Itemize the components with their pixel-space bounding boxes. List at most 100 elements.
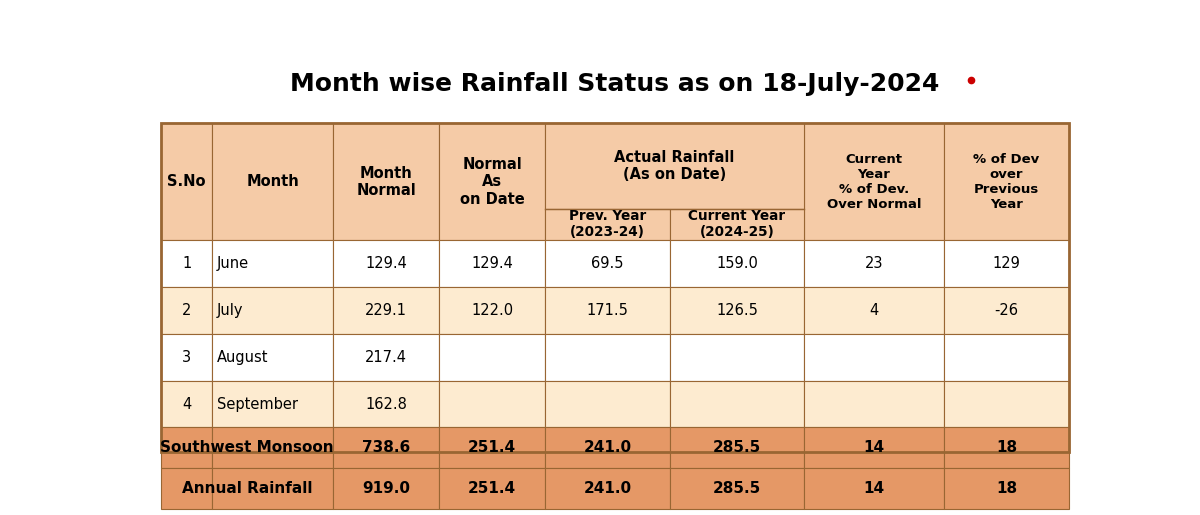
Text: September: September: [217, 397, 298, 411]
Text: 129.4: 129.4: [365, 256, 407, 271]
Bar: [161, 123, 212, 240]
Text: 122.0: 122.0: [472, 303, 514, 318]
Text: Actual Rainfall
(As on Date): Actual Rainfall (As on Date): [614, 150, 734, 182]
Bar: [212, 381, 334, 427]
Text: 1: 1: [182, 256, 191, 271]
Text: Prev. Year
(2023-24): Prev. Year (2023-24): [569, 209, 646, 239]
Text: 251.4: 251.4: [468, 440, 516, 455]
Bar: [670, 209, 804, 240]
Bar: [334, 123, 439, 240]
Text: 251.4: 251.4: [468, 481, 516, 496]
Bar: [212, 468, 334, 509]
Bar: [944, 334, 1069, 381]
Bar: [804, 381, 944, 427]
Bar: [161, 468, 212, 509]
Bar: [334, 468, 439, 509]
Bar: [334, 287, 439, 334]
Bar: [545, 287, 670, 334]
Text: Normal
As
on Date: Normal As on Date: [460, 157, 524, 207]
Text: June: June: [217, 256, 248, 271]
Bar: [334, 427, 439, 468]
Bar: [545, 468, 670, 509]
Bar: [804, 287, 944, 334]
Bar: [670, 427, 804, 468]
Bar: [439, 123, 545, 240]
Bar: [439, 287, 545, 334]
Bar: [212, 240, 334, 287]
Bar: [944, 381, 1069, 427]
Bar: [804, 123, 944, 240]
Text: 14: 14: [864, 481, 884, 496]
Text: 69.5: 69.5: [592, 256, 624, 271]
Bar: [670, 240, 804, 287]
Bar: [161, 381, 212, 427]
Bar: [439, 427, 545, 468]
Text: 162.8: 162.8: [365, 397, 407, 411]
Text: 241.0: 241.0: [583, 481, 631, 496]
Text: Month: Month: [246, 174, 299, 189]
Text: 3: 3: [182, 350, 191, 365]
Text: 171.5: 171.5: [587, 303, 629, 318]
Bar: [439, 468, 545, 509]
Text: Current Year
(2024-25): Current Year (2024-25): [689, 209, 786, 239]
Text: Current
Year
% of Dev.
Over Normal: Current Year % of Dev. Over Normal: [827, 153, 922, 211]
Text: 4: 4: [870, 303, 878, 318]
Bar: [804, 427, 944, 468]
Bar: [804, 334, 944, 381]
Bar: [670, 334, 804, 381]
Bar: [670, 381, 804, 427]
Bar: [334, 240, 439, 287]
Bar: [545, 240, 670, 287]
Text: 919.0: 919.0: [362, 481, 410, 496]
Bar: [670, 287, 804, 334]
Bar: [439, 240, 545, 287]
Text: 18: 18: [996, 440, 1016, 455]
Bar: [161, 427, 212, 468]
Bar: [545, 334, 670, 381]
Text: 159.0: 159.0: [716, 256, 758, 271]
Text: August: August: [217, 350, 269, 365]
Text: 129: 129: [992, 256, 1020, 271]
Text: Month
Normal: Month Normal: [356, 165, 416, 198]
Bar: [804, 468, 944, 509]
Bar: [161, 287, 212, 334]
Text: 4: 4: [182, 397, 191, 411]
Text: 229.1: 229.1: [365, 303, 407, 318]
Bar: [212, 287, 334, 334]
Text: 129.4: 129.4: [472, 256, 514, 271]
Bar: [944, 123, 1069, 240]
Bar: [545, 427, 670, 468]
Bar: [545, 209, 670, 240]
Text: Southwest Monsoon: Southwest Monsoon: [161, 440, 334, 455]
Bar: [804, 240, 944, 287]
Bar: [944, 240, 1069, 287]
Text: 23: 23: [865, 256, 883, 271]
Bar: [334, 381, 439, 427]
Text: 285.5: 285.5: [713, 440, 761, 455]
Bar: [944, 468, 1069, 509]
Bar: [439, 334, 545, 381]
Bar: [161, 334, 212, 381]
Text: % of Dev
over
Previous
Year: % of Dev over Previous Year: [973, 153, 1039, 211]
Bar: [212, 123, 334, 240]
Text: 2: 2: [182, 303, 191, 318]
Text: Month wise Rainfall Status as on 18-July-2024: Month wise Rainfall Status as on 18-July…: [290, 72, 940, 96]
Text: 738.6: 738.6: [362, 440, 410, 455]
Bar: [212, 334, 334, 381]
Text: S.No: S.No: [168, 174, 206, 189]
Bar: [545, 123, 804, 209]
Bar: [545, 381, 670, 427]
Text: 285.5: 285.5: [713, 481, 761, 496]
Bar: [670, 468, 804, 509]
Text: -26: -26: [995, 303, 1019, 318]
Bar: [944, 287, 1069, 334]
Text: 14: 14: [864, 440, 884, 455]
Bar: [161, 123, 1069, 452]
Text: 241.0: 241.0: [583, 440, 631, 455]
Text: 126.5: 126.5: [716, 303, 758, 318]
Bar: [334, 334, 439, 381]
Text: Annual Rainfall: Annual Rainfall: [182, 481, 312, 496]
Bar: [439, 381, 545, 427]
Text: 217.4: 217.4: [365, 350, 407, 365]
Bar: [161, 240, 212, 287]
